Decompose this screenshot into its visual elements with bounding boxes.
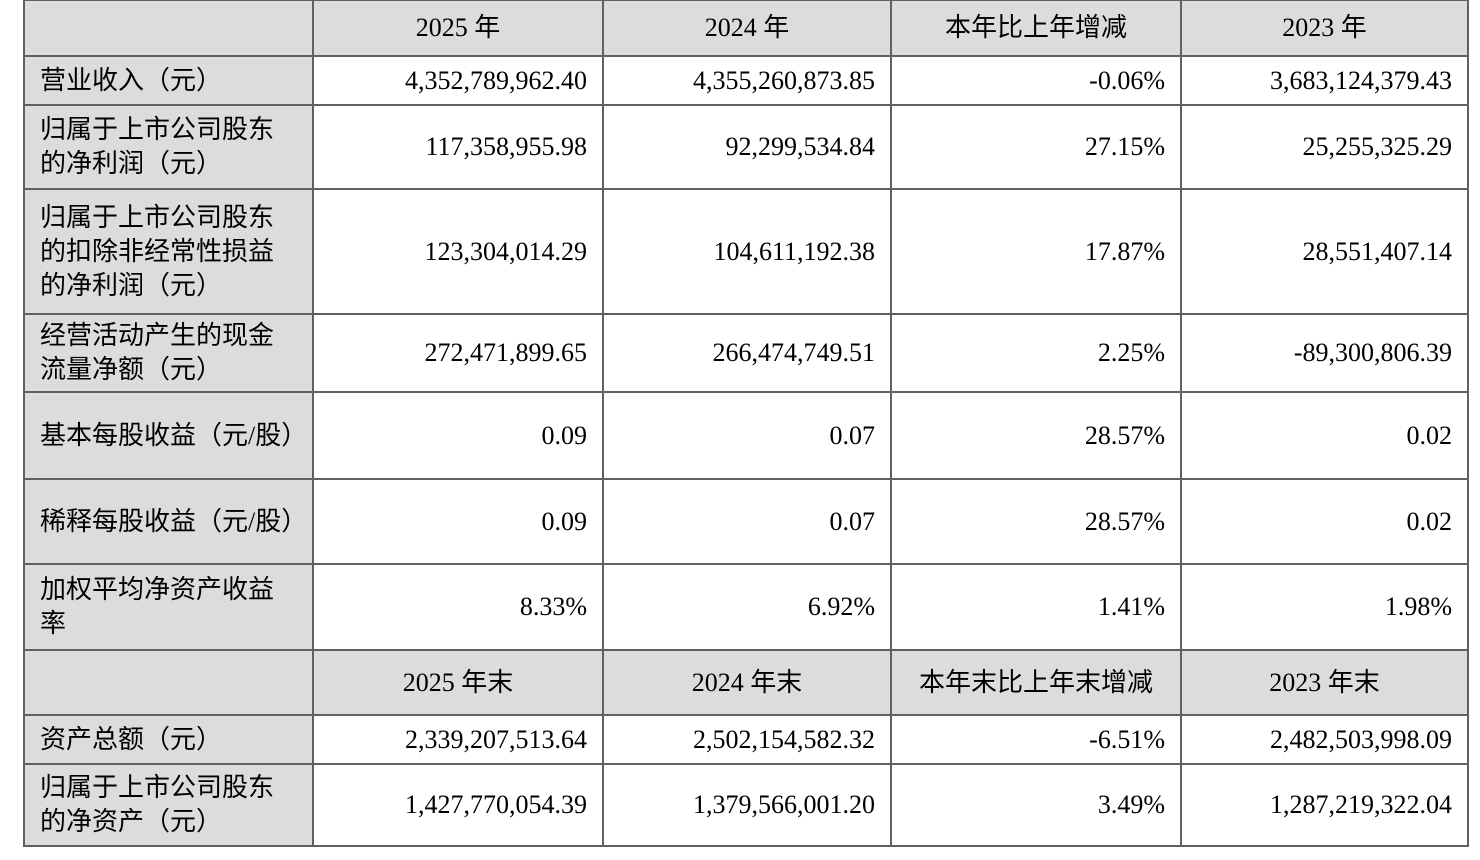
row-label: 基本每股收益（元/股）	[23, 391, 314, 480]
table-row-net-profit: 归属于上市公司股东的净利润（元） 117,358,955.98 92,299,5…	[23, 104, 1469, 190]
table-row-net-profit-excl-nonrecurring: 归属于上市公司股东的扣除非经常性损益的净利润（元） 123,304,014.29…	[23, 188, 1469, 315]
row-label: 营业收入（元）	[23, 55, 314, 106]
table-row-diluted-eps: 稀释每股收益（元/股） 0.09 0.07 28.57% 0.02	[23, 478, 1469, 565]
value-change: 2.25%	[890, 313, 1182, 393]
row-label: 资产总额（元）	[23, 714, 314, 765]
value-2025: 8.33%	[312, 563, 604, 651]
financial-summary-table: 2025 年 2024 年 本年比上年增减 2023 年 营业收入（元） 4,3…	[23, 0, 1469, 847]
value-2024: 6.92%	[602, 563, 892, 651]
value-2025: 4,352,789,962.40	[312, 55, 604, 106]
value-2025: 123,304,014.29	[312, 188, 604, 315]
header-cell-2025-end: 2025 年末	[312, 649, 604, 716]
value-change: -0.06%	[890, 55, 1182, 106]
value-2024: 0.07	[602, 478, 892, 565]
value-change: 28.57%	[890, 478, 1182, 565]
row-label: 加权平均净资产收益率	[23, 563, 314, 651]
table-row-basic-eps: 基本每股收益（元/股） 0.09 0.07 28.57% 0.02	[23, 391, 1469, 480]
value-2024: 4,355,260,873.85	[602, 55, 892, 106]
value-2025: 0.09	[312, 478, 604, 565]
value-2024: 0.07	[602, 391, 892, 480]
value-change: 3.49%	[890, 763, 1182, 847]
header-cell-2024: 2024 年	[602, 0, 892, 57]
value-2024: 2,502,154,582.32	[602, 714, 892, 765]
value-change: 28.57%	[890, 391, 1182, 480]
value-2023: 0.02	[1180, 391, 1469, 480]
header-cell-2024-end: 2024 年末	[602, 649, 892, 716]
value-2025: 272,471,899.65	[312, 313, 604, 393]
value-2024: 104,611,192.38	[602, 188, 892, 315]
value-2024: 1,379,566,001.20	[602, 763, 892, 847]
value-2025: 0.09	[312, 391, 604, 480]
value-change: 1.41%	[890, 563, 1182, 651]
header-cell-change-end: 本年末比上年末增减	[890, 649, 1182, 716]
value-2023: 25,255,325.29	[1180, 104, 1469, 190]
value-2023: 1.98%	[1180, 563, 1469, 651]
table-row-weighted-avg-roe: 加权平均净资产收益率 8.33% 6.92% 1.41% 1.98%	[23, 563, 1469, 651]
value-2023: 3,683,124,379.43	[1180, 55, 1469, 106]
value-2025: 117,358,955.98	[312, 104, 604, 190]
value-2024: 92,299,534.84	[602, 104, 892, 190]
value-2023: 2,482,503,998.09	[1180, 714, 1469, 765]
table-row-operating-cash-flow: 经营活动产生的现金流量净额（元） 272,471,899.65 266,474,…	[23, 313, 1469, 393]
table-row-net-assets: 归属于上市公司股东的净资产（元） 1,427,770,054.39 1,379,…	[23, 763, 1469, 847]
value-2023: 1,287,219,322.04	[1180, 763, 1469, 847]
value-2023: 0.02	[1180, 478, 1469, 565]
header-row-period: 2025 年 2024 年 本年比上年增减 2023 年	[23, 0, 1469, 57]
row-label: 归属于上市公司股东的净资产（元）	[23, 763, 314, 847]
value-2023: 28,551,407.14	[1180, 188, 1469, 315]
header-row-end-of-period: 2025 年末 2024 年末 本年末比上年末增减 2023 年末	[23, 649, 1469, 716]
table-row-total-assets: 资产总额（元） 2,339,207,513.64 2,502,154,582.3…	[23, 714, 1469, 765]
header-cell-2023: 2023 年	[1180, 0, 1469, 57]
header-cell-change: 本年比上年增减	[890, 0, 1182, 57]
row-label: 归属于上市公司股东的净利润（元）	[23, 104, 314, 190]
row-label: 经营活动产生的现金流量净额（元）	[23, 313, 314, 393]
header-cell-blank	[23, 0, 314, 57]
table-row-revenue: 营业收入（元） 4,352,789,962.40 4,355,260,873.8…	[23, 55, 1469, 106]
value-change: 27.15%	[890, 104, 1182, 190]
header-cell-blank	[23, 649, 314, 716]
value-2025: 1,427,770,054.39	[312, 763, 604, 847]
value-2024: 266,474,749.51	[602, 313, 892, 393]
header-cell-2023-end: 2023 年末	[1180, 649, 1469, 716]
value-2025: 2,339,207,513.64	[312, 714, 604, 765]
header-cell-2025: 2025 年	[312, 0, 604, 57]
value-change: -6.51%	[890, 714, 1182, 765]
row-label: 归属于上市公司股东的扣除非经常性损益的净利润（元）	[23, 188, 314, 315]
row-label: 稀释每股收益（元/股）	[23, 478, 314, 565]
value-change: 17.87%	[890, 188, 1182, 315]
value-2023: -89,300,806.39	[1180, 313, 1469, 393]
